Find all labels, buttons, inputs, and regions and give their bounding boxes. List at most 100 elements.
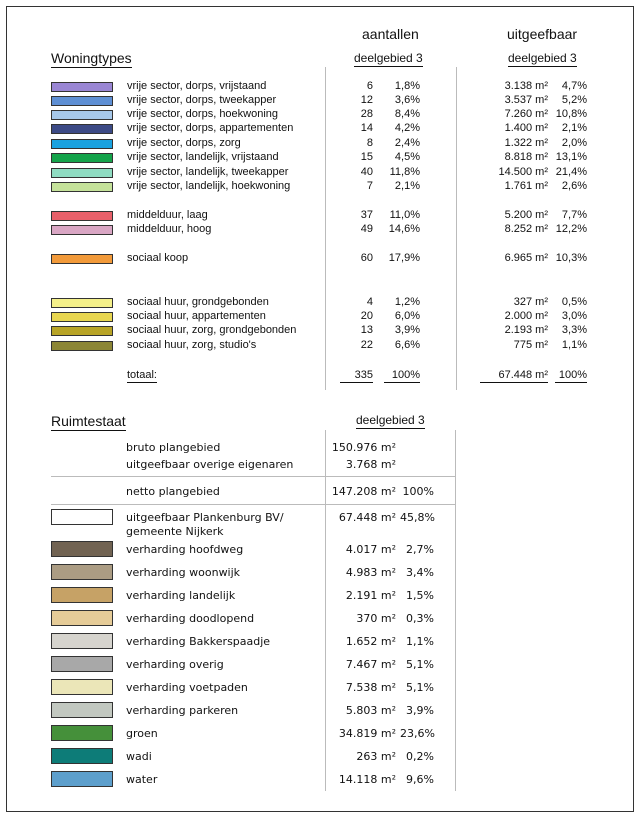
total-area: 67.448 m² bbox=[480, 369, 548, 383]
woningtype-label: vrije sector, dorps, zorg bbox=[127, 137, 241, 149]
ruimte-label: verharding doodlopend bbox=[126, 612, 255, 625]
subheader-uitgeefbaar: deelgebied 3 bbox=[508, 51, 577, 67]
woningtype-pct: 4,5% bbox=[394, 151, 420, 163]
woningtype-label: sociaal huur, zorg, studio's bbox=[127, 339, 257, 351]
ruimte-pct: 5,1% bbox=[406, 658, 434, 671]
woningtype-label: sociaal koop bbox=[127, 252, 189, 264]
legend-swatch bbox=[51, 771, 113, 787]
woningtype-pct: 6,6% bbox=[394, 339, 420, 351]
woningtype-pct: 17,9% bbox=[388, 252, 420, 264]
col-header-uitgeefbaar: uitgeefbaar bbox=[507, 26, 578, 42]
woningtype-area: 1.400 m² bbox=[504, 122, 548, 134]
woningtype-area: 8.818 m² bbox=[504, 151, 548, 163]
ruimte-value: 4.017 m² bbox=[345, 543, 396, 556]
woningtype-count: 15 bbox=[360, 151, 373, 163]
woningtype-pct: 3,6% bbox=[394, 94, 420, 106]
ruimte-label: verharding overig bbox=[126, 658, 224, 671]
ruimte-label: wadi bbox=[126, 750, 152, 763]
legend-swatch bbox=[51, 633, 113, 649]
total-label: totaal: bbox=[127, 369, 157, 383]
legend-swatch bbox=[51, 702, 113, 718]
woningtype-area-pct: 10,3% bbox=[555, 252, 587, 264]
bruto-value: 150.976 m² bbox=[331, 441, 396, 454]
woningtype-area-pct: 12,2% bbox=[555, 223, 587, 235]
netto-value: 147.208 m² bbox=[331, 485, 396, 498]
woningtype-label: vrije sector, dorps, tweekapper bbox=[127, 94, 277, 106]
ruimte-pct: 3,9% bbox=[406, 704, 434, 717]
woningtype-pct: 14,6% bbox=[388, 223, 420, 235]
woningtype-area: 1.322 m² bbox=[504, 137, 548, 149]
legend-swatch bbox=[51, 541, 113, 557]
woningtype-label: vrije sector, dorps, hoekwoning bbox=[127, 108, 279, 120]
woningtype-area-pct: 0,5% bbox=[561, 296, 587, 308]
divider-line bbox=[455, 430, 456, 791]
woningtype-pct: 2,4% bbox=[394, 137, 420, 149]
overig-value: 3.768 m² bbox=[345, 458, 396, 471]
ruimte-pct: 9,6% bbox=[406, 773, 434, 786]
woningtype-area: 3.138 m² bbox=[504, 80, 548, 92]
woningtype-count: 12 bbox=[360, 94, 373, 106]
legend-swatch bbox=[51, 564, 113, 580]
woningtype-area: 7.260 m² bbox=[504, 108, 548, 120]
ruimte-value: 370 m² bbox=[356, 612, 396, 625]
woningtype-area: 3.537 m² bbox=[504, 94, 548, 106]
subheader-ruimtestaat: deelgebied 3 bbox=[356, 413, 425, 429]
legend-swatch bbox=[51, 587, 113, 603]
woningtype-area-pct: 10,8% bbox=[555, 108, 587, 120]
overig-label: uitgeefbaar overige eigenaren bbox=[126, 458, 294, 471]
ruimte-label: verharding voetpaden bbox=[126, 681, 248, 694]
woningtype-area: 14.500 m² bbox=[498, 166, 548, 178]
woningtype-label: sociaal huur, grondgebonden bbox=[127, 296, 269, 308]
ruimte-pct: 45,8% bbox=[400, 511, 435, 524]
ruimte-pct: 5,1% bbox=[406, 681, 434, 694]
ruimte-value: 7.467 m² bbox=[345, 658, 396, 671]
legend-swatch bbox=[51, 254, 113, 264]
woningtype-area: 8.252 m² bbox=[504, 223, 548, 235]
ruimte-value: 5.803 m² bbox=[345, 704, 396, 717]
woningtype-pct: 3,9% bbox=[394, 324, 420, 336]
woningtype-pct: 6,0% bbox=[394, 310, 420, 322]
legend-swatch bbox=[51, 656, 113, 672]
total-count: 335 bbox=[340, 369, 373, 383]
legend-swatch bbox=[51, 139, 113, 149]
ruimte-value: 7.538 m² bbox=[345, 681, 396, 694]
subheader-aantallen: deelgebied 3 bbox=[354, 51, 423, 67]
divider-line bbox=[51, 504, 455, 505]
divider-line bbox=[456, 67, 457, 390]
woningtype-label: vrije sector, landelijk, vrijstaand bbox=[127, 151, 279, 163]
woningtype-count: 49 bbox=[360, 223, 373, 235]
woningtype-area-pct: 7,7% bbox=[561, 209, 587, 221]
woningtype-count: 40 bbox=[360, 166, 373, 178]
legend-swatch bbox=[51, 341, 113, 351]
ruimte-value: 34.819 m² bbox=[338, 727, 396, 740]
legend-swatch bbox=[51, 225, 113, 235]
woningtype-area: 6.965 m² bbox=[504, 252, 548, 264]
ruimte-label: verharding Bakkerspaadje bbox=[126, 635, 271, 648]
woningtype-count: 13 bbox=[360, 324, 373, 336]
ruimte-value: 4.983 m² bbox=[345, 566, 396, 579]
ruimte-label: uitgeefbaar Plankenburg BV/ bbox=[126, 511, 284, 524]
ruimte-pct: 23,6% bbox=[400, 727, 435, 740]
woningtype-area: 775 m² bbox=[513, 339, 548, 351]
legend-swatch bbox=[51, 82, 113, 92]
woningtype-label: vrije sector, dorps, vrijstaand bbox=[127, 80, 267, 92]
woningtype-pct: 1,8% bbox=[394, 80, 420, 92]
ruimte-value: 14.118 m² bbox=[338, 773, 396, 786]
woningtype-count: 8 bbox=[366, 137, 373, 149]
woningtype-pct: 4,2% bbox=[394, 122, 420, 134]
ruimte-label: verharding hoofdweg bbox=[126, 543, 244, 556]
woningtype-area-pct: 13,1% bbox=[555, 151, 587, 163]
ruimte-value: 1.652 m² bbox=[345, 635, 396, 648]
ruimte-label: verharding parkeren bbox=[126, 704, 239, 717]
section-title-woningtypes: Woningtypes bbox=[51, 50, 132, 68]
woningtype-area-pct: 1,1% bbox=[561, 339, 587, 351]
woningtype-label: vrije sector, dorps, appartementen bbox=[127, 122, 294, 134]
woningtype-pct: 8,4% bbox=[394, 108, 420, 120]
woningtype-label: vrije sector, landelijk, tweekapper bbox=[127, 166, 289, 178]
legend-swatch bbox=[51, 96, 113, 106]
divider-line bbox=[325, 430, 326, 791]
ruimte-pct: 2,7% bbox=[406, 543, 434, 556]
woningtype-area: 1.761 m² bbox=[504, 180, 548, 192]
ruimte-pct: 1,1% bbox=[406, 635, 434, 648]
section-title-ruimtestaat: Ruimtestaat bbox=[51, 413, 126, 431]
